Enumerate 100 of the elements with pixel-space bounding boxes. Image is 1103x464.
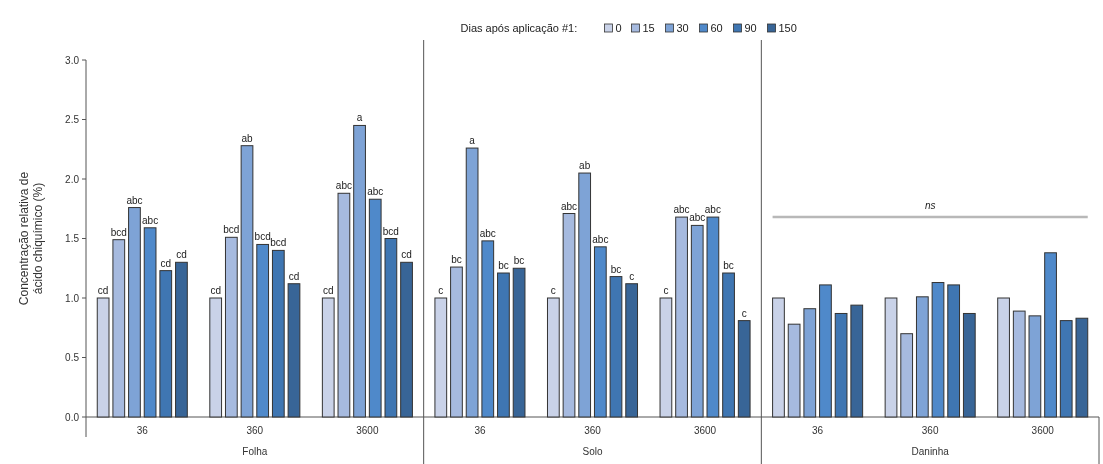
bar [337, 192, 351, 418]
bar [706, 216, 720, 418]
bar [1028, 315, 1042, 418]
bar [578, 172, 592, 418]
data-label: cd [97, 285, 109, 296]
bar [497, 272, 510, 418]
y-tick-label: 2.5 [65, 114, 80, 125]
bar [609, 276, 623, 418]
data-label: cd [210, 285, 221, 296]
legend-label: 0 [615, 22, 622, 34]
data-label: cd [288, 270, 300, 282]
data-label: abc [367, 186, 384, 198]
data-label: cd [401, 249, 412, 261]
bar [287, 283, 301, 418]
bar [450, 266, 463, 418]
legend-label: 90 [744, 22, 757, 34]
y-tick-label: 1.5 [65, 233, 80, 244]
data-label: ab [241, 132, 253, 144]
annotation: ns [924, 200, 936, 212]
data-label: abc [673, 204, 690, 216]
y-tick-label: 3.0 [65, 54, 80, 66]
bar [722, 272, 735, 418]
bar [434, 297, 448, 418]
bar [915, 296, 929, 418]
data-label: a [356, 112, 363, 124]
legend-title: Dias após aplicação #1: [460, 22, 578, 34]
legend-label: 150 [778, 22, 797, 34]
data-label: bcd [382, 225, 399, 237]
bar [834, 312, 848, 418]
bar [1044, 252, 1057, 418]
text: Folha [242, 446, 268, 457]
bar [947, 284, 961, 418]
data-label: bcd [254, 231, 271, 243]
bar [850, 304, 864, 418]
bar [884, 297, 898, 418]
data-label: bc [513, 255, 525, 267]
data-label: abc [560, 200, 578, 212]
bar [143, 227, 157, 418]
data-label: cd [176, 249, 187, 261]
bar [819, 284, 832, 418]
data-label: c [663, 285, 669, 296]
data-label: abc [142, 214, 159, 226]
data-label: c [741, 307, 747, 319]
bar [384, 238, 398, 418]
bar [593, 246, 607, 418]
bar [209, 297, 223, 418]
data-label: bc [723, 260, 734, 272]
bar [353, 124, 366, 418]
bar [675, 216, 688, 418]
data-label: ab [579, 160, 591, 172]
data-label: bc [451, 254, 462, 266]
bar [1012, 310, 1026, 418]
data-label: abc [689, 212, 706, 224]
data-label: bc [610, 263, 622, 275]
bar [240, 145, 254, 418]
bar [224, 236, 238, 418]
legend-label: 30 [676, 22, 689, 34]
bar [962, 312, 976, 418]
x-tick-label: 3600 [1031, 425, 1055, 436]
bar [481, 240, 495, 418]
bar [737, 320, 751, 418]
bar [772, 297, 785, 418]
x-tick-label: 3600 [693, 425, 717, 436]
data-label: bcd [110, 226, 127, 238]
data-label: abc [126, 194, 143, 206]
bar [546, 297, 560, 418]
bar [400, 261, 413, 418]
x-tick-label: 360 [584, 425, 602, 436]
y-tick-label: 0.5 [65, 352, 80, 363]
bar [625, 283, 639, 418]
bar [159, 270, 173, 418]
bar [803, 308, 817, 418]
bar [128, 207, 141, 418]
bar [900, 333, 914, 418]
x-tick-label: 36 [474, 425, 486, 436]
x-tick-label: 36 [812, 425, 824, 436]
bar [931, 282, 945, 418]
bar [465, 147, 479, 418]
x-tick-label: 360 [921, 425, 939, 436]
legend-label: 15 [642, 22, 655, 34]
legend-label: 60 [710, 22, 723, 34]
bar [512, 267, 526, 418]
bar [175, 261, 188, 418]
data-label: c [550, 285, 556, 296]
y-tick-label: 1.0 [65, 292, 80, 304]
data-label: cd [322, 285, 334, 296]
y-tick-label: 2.0 [65, 173, 80, 185]
data-label: a [469, 135, 476, 147]
y-axis-title: Concentração relativa de ácido chiquímico (%) [17, 171, 45, 306]
data-label: abc [704, 204, 721, 216]
data-label: abc [479, 227, 496, 239]
data-label: bc [498, 260, 509, 272]
bar [1075, 317, 1089, 418]
data-label: abc [592, 233, 609, 245]
data-label: bcd [270, 237, 287, 249]
bar [368, 198, 382, 418]
bar [562, 213, 576, 418]
bar [256, 243, 270, 418]
x-tick-label: 360 [246, 425, 264, 436]
data-label: cd [160, 257, 172, 269]
